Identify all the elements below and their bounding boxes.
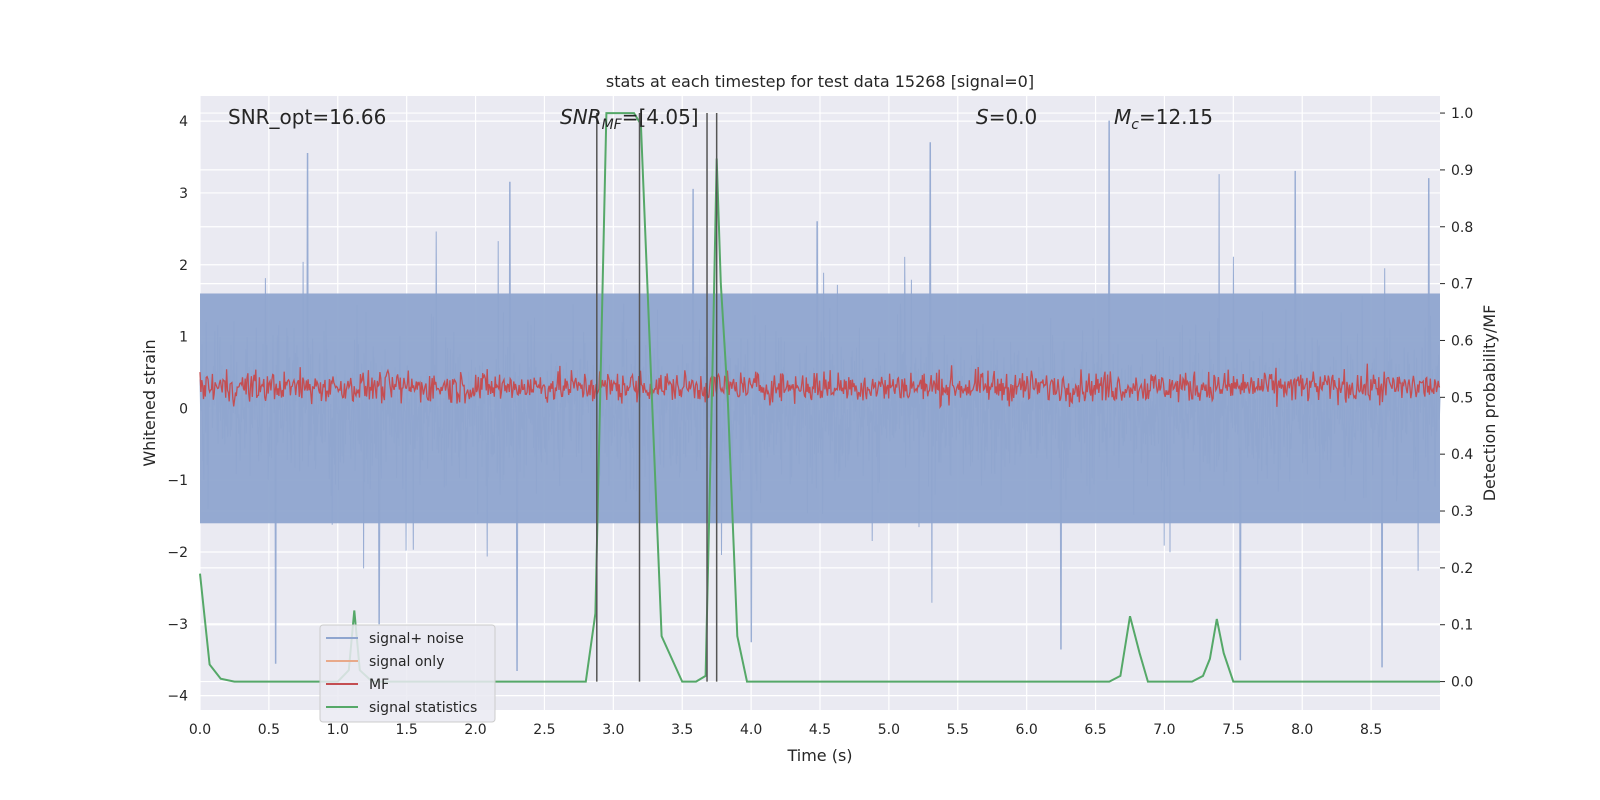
y-tick-label-right: 0.2 — [1451, 561, 1473, 577]
x-tick-label: 4.5 — [809, 722, 831, 738]
signal-noise-band — [200, 293, 1440, 524]
y-tick-label-right: 0.6 — [1451, 333, 1473, 349]
x-tick-label: 0.5 — [258, 722, 280, 738]
legend-label-signal-only: signal only — [369, 654, 444, 670]
annotation-snr-opt: SNR_opt=16.66 — [228, 105, 386, 129]
x-tick-label: 2.0 — [464, 722, 486, 738]
y-tick-label-right: 0.5 — [1451, 390, 1473, 406]
x-tick-label: 8.5 — [1360, 722, 1382, 738]
y-axis-label-right: Detection probability/MF — [1480, 305, 1499, 502]
x-tick-label: 5.0 — [878, 722, 900, 738]
y-tick-label-right: 0.7 — [1451, 277, 1473, 293]
x-tick-label: 4.0 — [740, 722, 762, 738]
y-tick-label: −1 — [167, 473, 188, 489]
y-tick-label-right: 0.8 — [1451, 220, 1473, 236]
y-tick-label: 3 — [179, 186, 188, 202]
y-tick-label: −3 — [167, 617, 188, 633]
annotation-snr-mf: SNRMF=[4.05] — [560, 105, 699, 133]
x-tick-label: 7.5 — [1222, 722, 1244, 738]
annotation-mc: Mc=12.15 — [1114, 105, 1213, 133]
y-tick-label: −4 — [167, 689, 188, 705]
y-tick-label-right: 0.3 — [1451, 504, 1473, 520]
chart-title: stats at each timestep for test data 152… — [606, 72, 1034, 91]
legend-label-mf: MF — [369, 677, 389, 693]
x-tick-label: 1.0 — [327, 722, 349, 738]
x-tick-label: 8.0 — [1291, 722, 1313, 738]
y-ticks: −4 −3 −2 −1 0 1 2 3 4 — [167, 114, 188, 705]
legend: signal+ noise signal only MF signal stat… — [319, 624, 496, 723]
x-ticks: 0.0 0.5 1.0 1.5 2.0 2.5 3.0 3.5 4.0 4.5 5.0 5.5 6.0 6… — [189, 722, 1382, 738]
signal-noise-series — [199, 120, 1441, 671]
x-tick-label: 2.5 — [533, 722, 555, 738]
vertical-markers — [596, 113, 718, 682]
y-tick-label-right: 0.4 — [1451, 447, 1473, 463]
legend-label-signal-noise: signal+ noise — [369, 631, 464, 647]
y-tick-label: 2 — [179, 258, 188, 274]
x-tick-label: 6.0 — [1016, 722, 1038, 738]
y-ticks-right: 0.0 0.1 0.2 0.3 0.4 0.5 0.6 0.7 0.8 0.9 1.0 — [1440, 106, 1473, 691]
y-tick-label-right: 1.0 — [1451, 106, 1473, 122]
x-tick-label: 3.5 — [671, 722, 693, 738]
x-tick-label: 3.0 — [602, 722, 624, 738]
x-tick-label: 5.5 — [947, 722, 969, 738]
annotation-s: S=0.0 — [976, 105, 1037, 129]
y-tick-label-right: 0.0 — [1451, 675, 1473, 691]
x-tick-label: 6.5 — [1084, 722, 1106, 738]
y-tick-label: −2 — [167, 545, 188, 561]
x-tick-label: 7.0 — [1153, 722, 1175, 738]
legend-box — [319, 624, 496, 723]
y-tick-label: 4 — [179, 114, 188, 130]
x-axis-label: Time (s) — [786, 746, 852, 765]
y-tick-label: 1 — [179, 330, 188, 346]
legend-label-signal-statistics: signal statistics — [369, 700, 477, 716]
mf-line — [199, 363, 1441, 410]
y-axis-label: Whitened strain — [140, 339, 159, 466]
y-tick-label-right: 0.1 — [1451, 618, 1473, 634]
y-tick-label: 0 — [179, 401, 188, 417]
y-tick-label-right: 0.9 — [1451, 163, 1473, 179]
x-tick-label: 1.5 — [396, 722, 418, 738]
x-tick-label: 0.0 — [189, 722, 211, 738]
mf-series — [199, 363, 1441, 410]
